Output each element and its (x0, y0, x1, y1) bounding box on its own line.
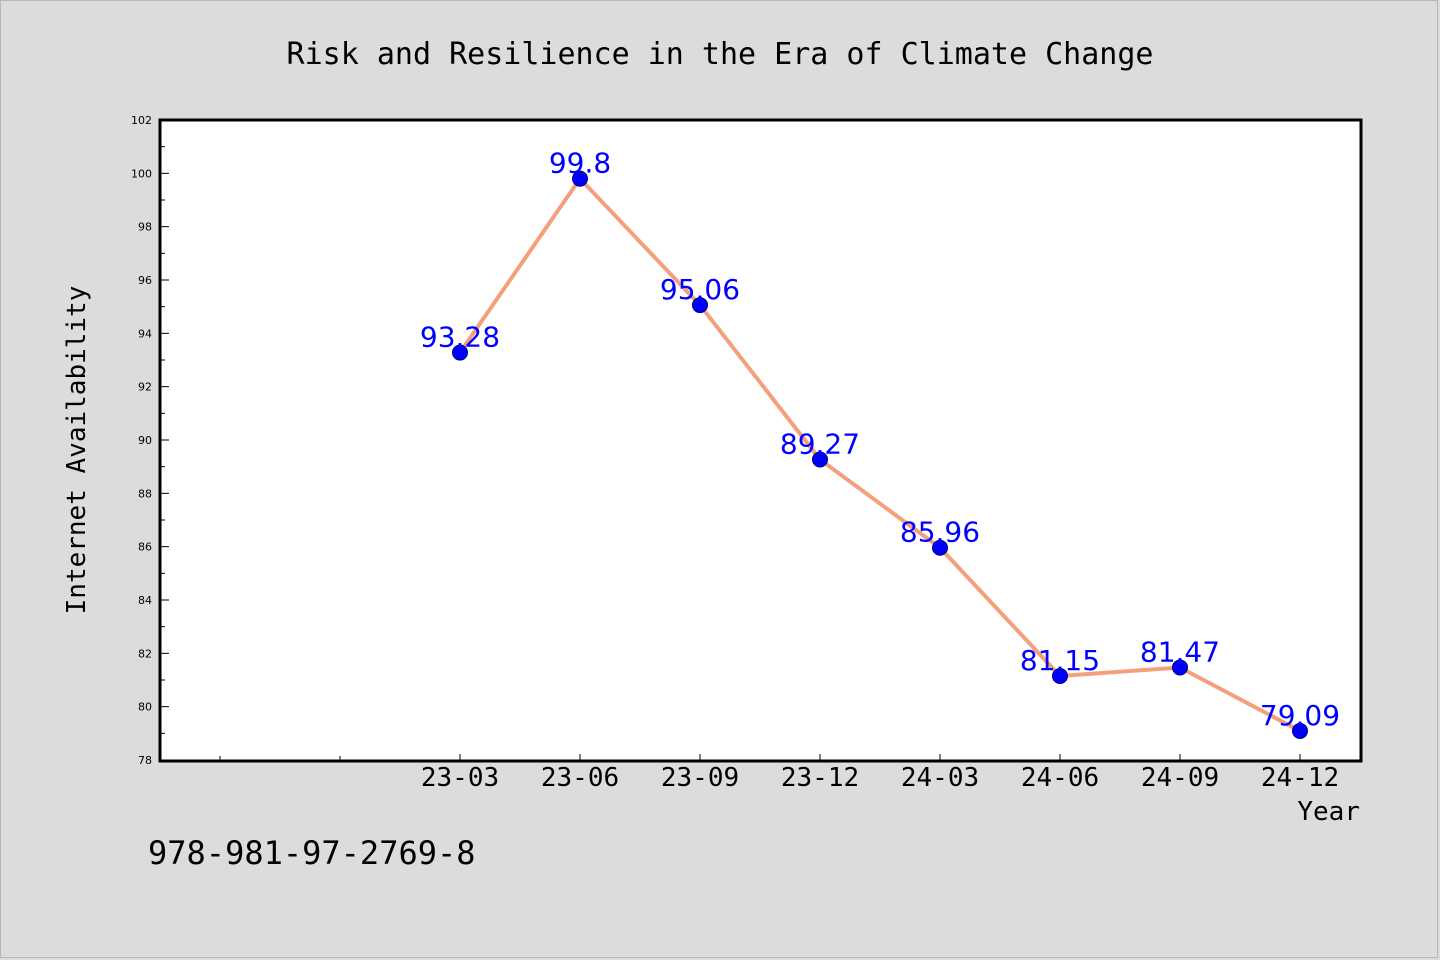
y-axis-title: Internet Availability (62, 286, 92, 615)
data-point (1292, 722, 1308, 739)
plot-area (158, 118, 1363, 763)
data-label: 79.09 (1260, 699, 1340, 732)
data-label: 95.06 (660, 273, 740, 306)
series-group (452, 170, 1308, 739)
series-line (458, 176, 1301, 733)
data-label: 81.47 (1140, 635, 1220, 668)
data-label: 81.15 (1020, 644, 1100, 677)
data-label: 99.8 (549, 147, 611, 180)
x-axis-title: Year (1297, 797, 1360, 827)
y-tick-label: 92 (138, 381, 152, 394)
x-tick-label: 23-12 (781, 763, 859, 793)
data-point (932, 539, 948, 556)
y-axis-ticks: 78 80 82 84 86 88 90 92 94 96 98 100 102 (131, 114, 169, 767)
data-label: 89.27 (780, 427, 860, 460)
chart-title: Risk and Resilience in the Era of Climat… (287, 37, 1154, 72)
x-tick-label: 24-03 (901, 763, 979, 793)
x-tick-label: 23-09 (661, 763, 739, 793)
y-tick-label: 96 (138, 274, 152, 287)
data-point (1172, 659, 1188, 676)
data-label: 93.28 (420, 321, 500, 354)
y-tick-label: 86 (138, 541, 152, 554)
x-tick-label: 24-09 (1141, 763, 1219, 793)
x-axis-ticks: 23-03 23-06 23-09 23-12 24-03 24-06 24-09 24-12 (219, 754, 1339, 793)
y-tick-label: 84 (138, 594, 152, 607)
data-label: 85.96 (900, 516, 980, 549)
y-tick-label: 100 (131, 167, 152, 180)
y-tick-label: 98 (138, 221, 152, 234)
y-tick-label: 102 (131, 114, 152, 127)
data-point (572, 170, 588, 187)
x-tick-label: 24-12 (1261, 763, 1339, 793)
y-tick-label: 82 (138, 647, 152, 660)
x-tick-label: 23-06 (541, 763, 619, 793)
data-point (812, 451, 828, 468)
y-tick-label: 80 (138, 701, 152, 714)
x-tick-label: 23-03 (421, 763, 499, 793)
isbn-text: 978-981-97-2769-8 (148, 834, 476, 872)
data-point (692, 297, 708, 314)
x-tick-label: 24-06 (1021, 763, 1099, 793)
data-labels-group: 93.28 99.8 95.06 89.27 85.96 81.15 81.47 79.09 (420, 147, 1340, 732)
y-tick-label: 90 (138, 434, 152, 447)
y-tick-label: 94 (138, 327, 152, 340)
y-tick-label: 88 (138, 487, 152, 500)
data-point (452, 344, 468, 361)
data-point (1052, 668, 1068, 684)
y-tick-label: 78 (138, 754, 152, 767)
